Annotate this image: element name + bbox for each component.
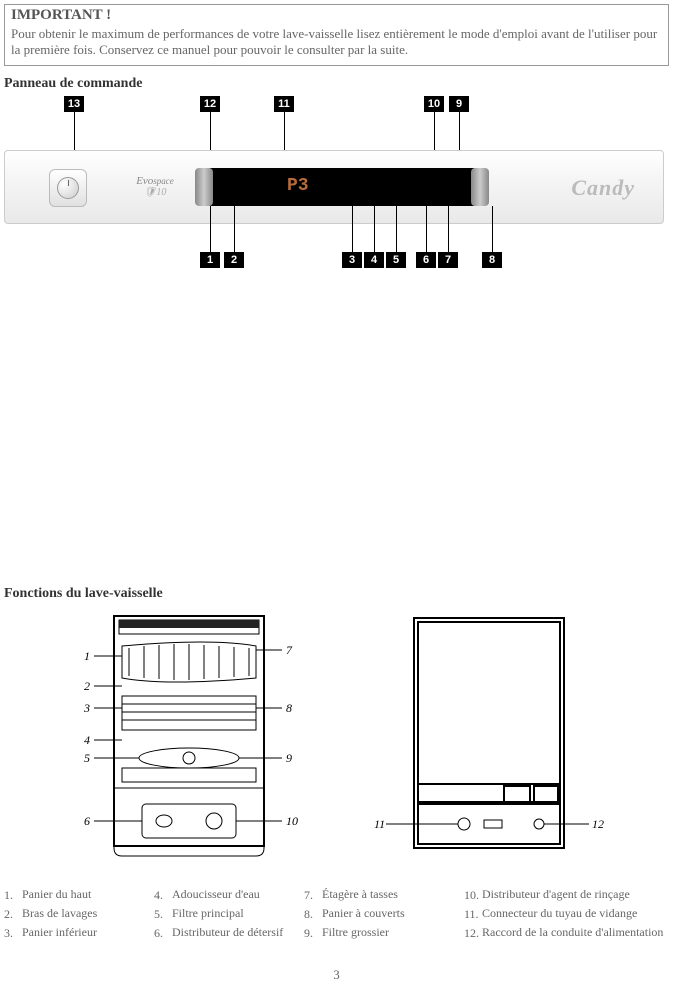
page-number: 3 [4, 967, 669, 983]
legend-num: 3. [4, 926, 22, 941]
svg-text:8: 8 [286, 701, 292, 715]
callout-line [396, 206, 397, 252]
legend-num: 12. [464, 926, 482, 941]
legend-item: 2.Bras de lavages [4, 907, 154, 922]
legend-item: 8.Panier à couverts [304, 907, 464, 922]
legend-item: 5.Filtre principal [154, 907, 304, 922]
legend-label: Connecteur du tuyau de vidange [482, 907, 637, 922]
legend-num: 9. [304, 926, 322, 941]
legend-label: Raccord de la conduite d'alimentation [482, 926, 663, 941]
features-section-title: Fonctions du lave-vaisselle [4, 586, 669, 602]
callout-line [234, 206, 235, 252]
callout-line [210, 206, 211, 252]
svg-text:6: 6 [84, 814, 90, 828]
svg-text:10: 10 [286, 814, 298, 828]
legend-label: Distributeur d'agent de rinçage [482, 888, 630, 903]
legend-num: 2. [4, 907, 22, 922]
svg-text:4: 4 [84, 733, 90, 747]
legend-label: Filtre grossier [322, 926, 389, 941]
callout-6: 6 [416, 252, 436, 268]
callout-3: 3 [342, 252, 362, 268]
legend-label: Panier à couverts [322, 907, 405, 922]
control-panel-diagram: 13 12 11 10 9 Evospace 🛡10 P3 Candy 12 34567 8 [4, 96, 664, 276]
callout-13: 13 [64, 96, 84, 112]
features-legend: 1.Panier du haut4.Adoucisseur d'eau7.Éta… [4, 888, 669, 941]
svg-text:5: 5 [84, 751, 90, 765]
callout-line [426, 206, 427, 252]
important-text: Pour obtenir le maximum de performances … [11, 26, 662, 59]
legend-item: 9.Filtre grossier [304, 926, 464, 941]
svg-text:3: 3 [83, 701, 90, 715]
legend-num: 5. [154, 907, 172, 922]
feature-diagrams: 1 2 3 4 5 6 7 8 9 10 [4, 608, 669, 868]
callout-4: 4 [364, 252, 384, 268]
legend-label: Étagère à tasses [322, 888, 398, 903]
legend-num: 8. [304, 907, 322, 922]
legend-label: Distributeur de détersif [172, 926, 283, 941]
legend-item: 4.Adoucisseur d'eau [154, 888, 304, 903]
legend-num: 11. [464, 907, 482, 922]
callout-9: 9 [449, 96, 469, 112]
legend-item: 12.Raccord de la conduite d'alimentation [464, 926, 664, 941]
display-segment: P3 [287, 176, 309, 196]
power-button [49, 169, 87, 207]
legend-num: 10. [464, 888, 482, 903]
svg-text:11: 11 [374, 817, 385, 831]
legend-label: Panier du haut [22, 888, 91, 903]
logo-badge: 🛡10 [144, 187, 167, 198]
legend-num: 1. [4, 888, 22, 903]
logo-top: Evo [136, 175, 153, 187]
legend-item: 10.Distributeur d'agent de rinçage [464, 888, 664, 903]
legend-item: 6.Distributeur de détersif [154, 926, 304, 941]
legend-item: 7.Étagère à tasses [304, 888, 464, 903]
callout-12: 12 [200, 96, 220, 112]
callout-11: 11 [274, 96, 294, 112]
callout-1: 1 [200, 252, 220, 268]
diagram-rear: 11 12 [374, 608, 604, 868]
important-title: IMPORTANT ! [11, 7, 662, 24]
legend-num: 7. [304, 888, 322, 903]
logo-sub: space [153, 176, 174, 186]
svg-text:9: 9 [286, 751, 292, 765]
svg-text:7: 7 [286, 643, 293, 657]
callout-2: 2 [224, 252, 244, 268]
legend-num: 6. [154, 926, 172, 941]
diagram-interior: 1 2 3 4 5 6 7 8 9 10 [64, 608, 304, 868]
evo-space-logo: Evospace 🛡10 [120, 169, 190, 205]
legend-label: Panier inférieur [22, 926, 97, 941]
callout-5: 5 [386, 252, 406, 268]
callout-line [492, 206, 493, 252]
legend-item: 11.Connecteur du tuyau de vidange [464, 907, 664, 922]
legend-num: 4. [154, 888, 172, 903]
panel-display: P3 [197, 168, 487, 206]
panel-body: Evospace 🛡10 P3 Candy [4, 150, 664, 224]
legend-label: Adoucisseur d'eau [172, 888, 260, 903]
svg-text:2: 2 [84, 679, 90, 693]
legend-label: Bras de lavages [22, 907, 97, 922]
important-box: IMPORTANT ! Pour obtenir le maximum de p… [4, 4, 669, 66]
legend-item: 1.Panier du haut [4, 888, 154, 903]
power-knob-icon [57, 177, 79, 199]
legend-item: 3.Panier inférieur [4, 926, 154, 941]
callout-line [352, 206, 353, 252]
callout-7: 7 [438, 252, 458, 268]
svg-text:12: 12 [592, 817, 604, 831]
callout-8: 8 [482, 252, 502, 268]
svg-text:1: 1 [84, 649, 90, 663]
panel-section-title: Panneau de commande [4, 76, 669, 92]
callout-line [448, 206, 449, 252]
brand-logo: Candy [571, 175, 635, 201]
callout-line [374, 206, 375, 252]
legend-label: Filtre principal [172, 907, 244, 922]
callout-10: 10 [424, 96, 444, 112]
